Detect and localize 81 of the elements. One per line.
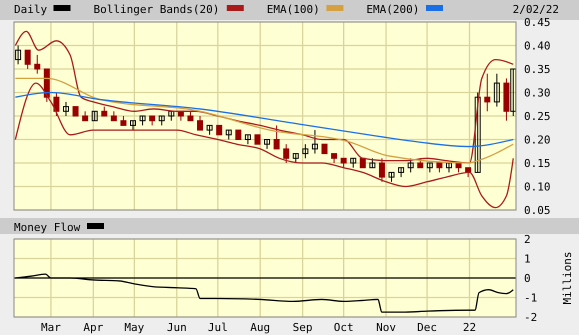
- x-tick-label: Apr: [83, 321, 104, 334]
- candlestick: [465, 167, 472, 178]
- candlestick: [168, 110, 174, 122]
- candlestick: [158, 116, 165, 126]
- candlestick: [312, 130, 318, 154]
- x-tick-label: 22: [462, 321, 476, 334]
- candlestick: [283, 144, 290, 164]
- x-tick-label: Jun: [166, 321, 187, 334]
- line-series: [14, 30, 514, 164]
- y-tick-label: 1: [524, 252, 531, 266]
- candlestick: [426, 162, 433, 173]
- candlestick: [206, 124, 213, 136]
- legend-label: Daily: [14, 3, 48, 16]
- candlestick: [226, 130, 232, 140]
- y-tick-label: -2: [524, 311, 538, 324]
- candlestick: [388, 172, 395, 182]
- candlestick: [92, 110, 98, 122]
- candlestick: [398, 167, 404, 178]
- candlestick: [130, 120, 136, 131]
- y-axis-title: Millions: [561, 252, 574, 304]
- candlestick: [197, 116, 204, 131]
- candlestick: [302, 144, 308, 159]
- x-tick-label: Nov: [376, 321, 396, 334]
- candlestick: [53, 92, 60, 116]
- y-tick-label: 0.25: [524, 110, 550, 123]
- candlestick: [140, 116, 146, 126]
- candlestick: [474, 92, 481, 173]
- candlestick: [187, 110, 194, 122]
- line-series: [14, 92, 514, 148]
- candlestick: [110, 110, 117, 122]
- y-tick-label: 0: [524, 272, 531, 285]
- candlestick: [322, 144, 328, 154]
- line-series: [14, 82, 514, 208]
- x-tick-label: Dec: [417, 321, 438, 334]
- candlestick: [331, 153, 338, 164]
- candlestick: [292, 153, 299, 164]
- candlestick: [15, 45, 22, 65]
- candlestick: [340, 158, 347, 168]
- candlestick: [436, 162, 442, 173]
- line-series: [14, 78, 514, 164]
- legend-label: Money Flow: [14, 221, 81, 234]
- candlestick: [274, 124, 280, 150]
- candlestick: [62, 101, 69, 116]
- x-tick-label: Oct: [334, 321, 354, 334]
- candlestick: [72, 106, 79, 116]
- candlestick: [264, 139, 270, 150]
- candlestick: [101, 106, 108, 116]
- text: 2/02/22: [512, 3, 559, 16]
- x-tick-label: Sep: [292, 321, 313, 334]
- candlestick: [34, 54, 40, 74]
- candlestick: [244, 134, 251, 145]
- y-tick-label: 0.40: [524, 40, 550, 52]
- y-tick-label: 0.10: [524, 180, 550, 194]
- candlestick: [369, 158, 376, 168]
- x-tick-label: Mar: [40, 321, 62, 334]
- candlestick: [446, 162, 452, 173]
- candlestick: [350, 158, 356, 168]
- candlestick: [484, 73, 490, 112]
- y-tick-label: 2: [524, 233, 531, 246]
- legend-label: EMA(200): [366, 3, 420, 16]
- candlestick: [149, 116, 156, 126]
- x-tick-label: Jul: [208, 321, 228, 334]
- y-tick-label: 0.20: [524, 134, 550, 146]
- x-tick-label: Aug: [250, 321, 270, 334]
- candlestick: [216, 124, 222, 136]
- candlestick: [82, 110, 88, 122]
- y-tick-label: -1: [524, 292, 538, 304]
- y-tick-label: 0.35: [524, 63, 550, 76]
- candlestick: [120, 116, 126, 126]
- candlestick: [378, 158, 385, 182]
- y-tick-label: 0.15: [524, 157, 550, 170]
- legend-label: Bollinger Bands(20): [94, 3, 220, 16]
- candlestick: [254, 134, 260, 145]
- candlestick: [235, 130, 242, 140]
- y-tick-label: 0.30: [524, 86, 550, 100]
- candlestick: [494, 73, 500, 108]
- x-tick-label: May: [124, 321, 145, 334]
- legend-label: EMA(100): [266, 3, 320, 16]
- candlestick: [24, 50, 31, 70]
- y-tick-label: 0.45: [524, 16, 550, 29]
- y-tick-label: 0.05: [524, 204, 550, 217]
